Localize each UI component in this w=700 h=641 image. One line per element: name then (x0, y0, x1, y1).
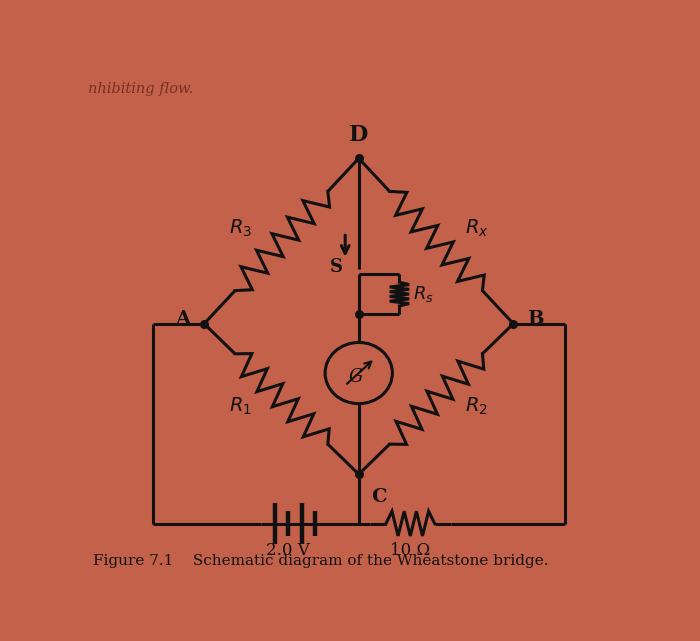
Text: S: S (330, 258, 342, 276)
Text: $R_s$: $R_s$ (413, 284, 434, 304)
Text: Figure 7.1    Schematic diagram of the Wheatstone bridge.: Figure 7.1 Schematic diagram of the Whea… (93, 554, 548, 568)
Text: 10 Ω: 10 Ω (390, 542, 430, 560)
Text: nhibiting flow.: nhibiting flow. (88, 82, 193, 96)
Text: A: A (176, 310, 190, 328)
Text: D: D (349, 124, 368, 146)
Text: $R_1$: $R_1$ (230, 395, 252, 417)
Text: B: B (527, 310, 543, 328)
Text: 2.0 V: 2.0 V (266, 542, 310, 560)
Text: C: C (371, 488, 386, 506)
Text: G: G (349, 368, 363, 386)
Text: $R_x$: $R_x$ (465, 218, 489, 239)
Text: $R_3$: $R_3$ (229, 218, 252, 239)
Text: $R_2$: $R_2$ (466, 395, 488, 417)
